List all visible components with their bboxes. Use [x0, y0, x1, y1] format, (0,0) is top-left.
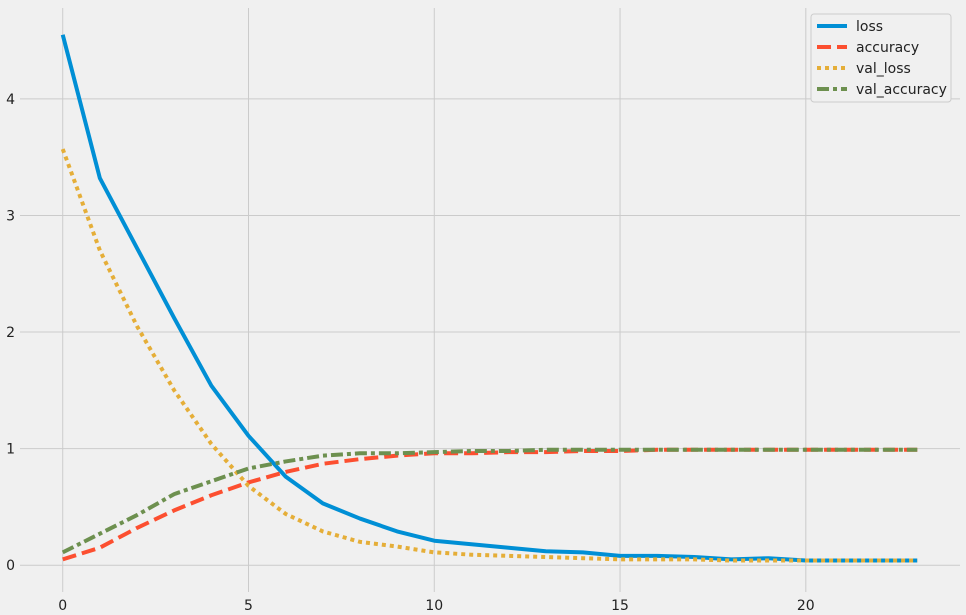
legend: loss accuracy val_loss val_accuracy	[810, 13, 952, 103]
legend-box	[810, 13, 952, 103]
series-line-loss	[60, 34, 918, 563]
legend-label: val_loss	[856, 61, 911, 77]
x-tick-label: 15	[611, 598, 629, 614]
y-tick-label: 2	[6, 325, 15, 341]
grid-lines	[20, 8, 960, 592]
x-tick-label: 0	[58, 598, 67, 614]
x-tick-label: 5	[244, 598, 253, 614]
y-tick-label: 3	[6, 208, 15, 224]
x-tick-label: 10	[425, 598, 443, 614]
series-line-val-accuracy	[61, 447, 918, 555]
y-tick-label: 4	[6, 92, 15, 108]
legend-label: accuracy	[856, 40, 919, 56]
y-axis-ticks: 0 1 2 3 4	[6, 92, 15, 574]
y-tick-label: 1	[6, 442, 15, 458]
series-lines	[60, 34, 918, 563]
legend-label: loss	[856, 19, 883, 35]
x-tick-label: 20	[797, 598, 815, 614]
series-line-val-loss	[60, 148, 918, 563]
y-tick-label: 0	[6, 558, 15, 574]
series-line-accuracy	[62, 447, 918, 562]
legend-label: val_accuracy	[856, 82, 947, 98]
x-axis-ticks: 0 5 10 15 20	[58, 598, 814, 614]
